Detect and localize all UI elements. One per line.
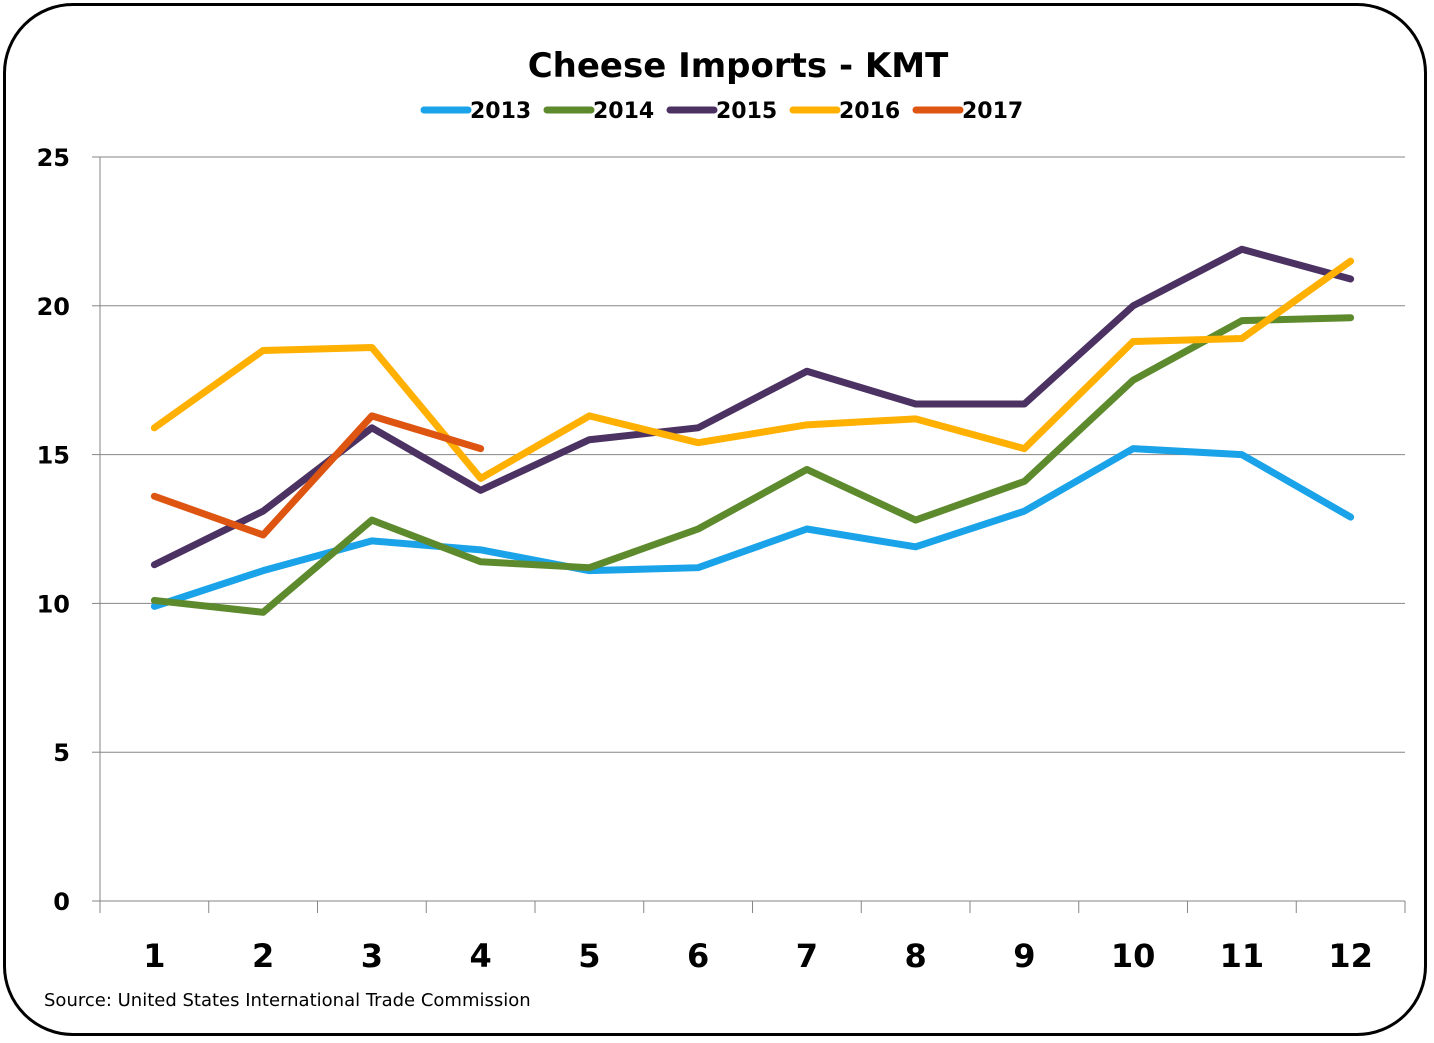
legend-label-2015: 2015 (716, 99, 777, 124)
x-tick-label: 12 (1328, 937, 1373, 975)
x-tick-label: 1 (143, 937, 165, 975)
y-tick-label: 20 (37, 293, 70, 321)
chart-title: Cheese Imports - KMT (528, 46, 949, 86)
legend-label-2017: 2017 (962, 99, 1023, 124)
y-tick-label: 15 (37, 442, 70, 470)
legend-label-2016: 2016 (839, 99, 900, 124)
y-tick-label: 10 (37, 590, 70, 618)
y-tick-label: 5 (53, 739, 70, 767)
series-lines (150, 245, 1355, 616)
x-tick-label: 11 (1220, 937, 1265, 975)
x-tick-label: 9 (1013, 937, 1035, 975)
x-tick-label: 3 (361, 937, 383, 975)
source-note: Source: United States International Trad… (44, 990, 531, 1011)
series-line-2015 (150, 245, 1355, 569)
series-line-2013 (150, 445, 1355, 610)
y-tick-label: 25 (37, 144, 70, 172)
x-tick-label: 5 (578, 937, 600, 975)
y-tick-label: 0 (53, 888, 70, 916)
x-tick-label: 2 (252, 937, 274, 975)
chart-frame (3, 3, 1427, 1036)
x-tick-label: 7 (796, 937, 818, 975)
legend-label-2014: 2014 (593, 99, 654, 124)
legend-label-2013: 2013 (470, 99, 531, 124)
x-tick-label: 6 (687, 937, 709, 975)
x-tick-label: 8 (904, 937, 926, 975)
legend: 2013 2014 2015 2016 2017 (420, 99, 1023, 124)
x-tick-label: 10 (1111, 937, 1156, 975)
series-line-2017 (150, 412, 485, 539)
series-line-2014 (150, 314, 1355, 616)
x-tick-label: 4 (469, 937, 491, 975)
series-line-2016 (150, 257, 1355, 482)
